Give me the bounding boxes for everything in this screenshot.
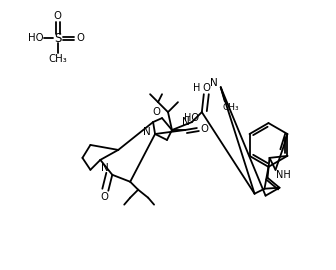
Text: N: N — [143, 127, 151, 137]
Text: HO: HO — [28, 33, 43, 43]
Text: O: O — [77, 33, 84, 43]
Text: O: O — [53, 11, 61, 21]
Text: N: N — [182, 117, 190, 127]
Text: CH₃: CH₃ — [222, 103, 239, 112]
Text: HO: HO — [184, 113, 199, 123]
Text: CH₃: CH₃ — [48, 54, 67, 64]
Text: N: N — [101, 163, 109, 173]
Text: O: O — [152, 107, 160, 117]
Text: O: O — [203, 83, 211, 93]
Text: O: O — [100, 192, 108, 202]
Text: S: S — [54, 32, 61, 45]
Text: H: H — [193, 83, 201, 93]
Text: NH: NH — [276, 170, 291, 180]
Text: O: O — [201, 124, 209, 134]
Text: N: N — [210, 78, 218, 88]
